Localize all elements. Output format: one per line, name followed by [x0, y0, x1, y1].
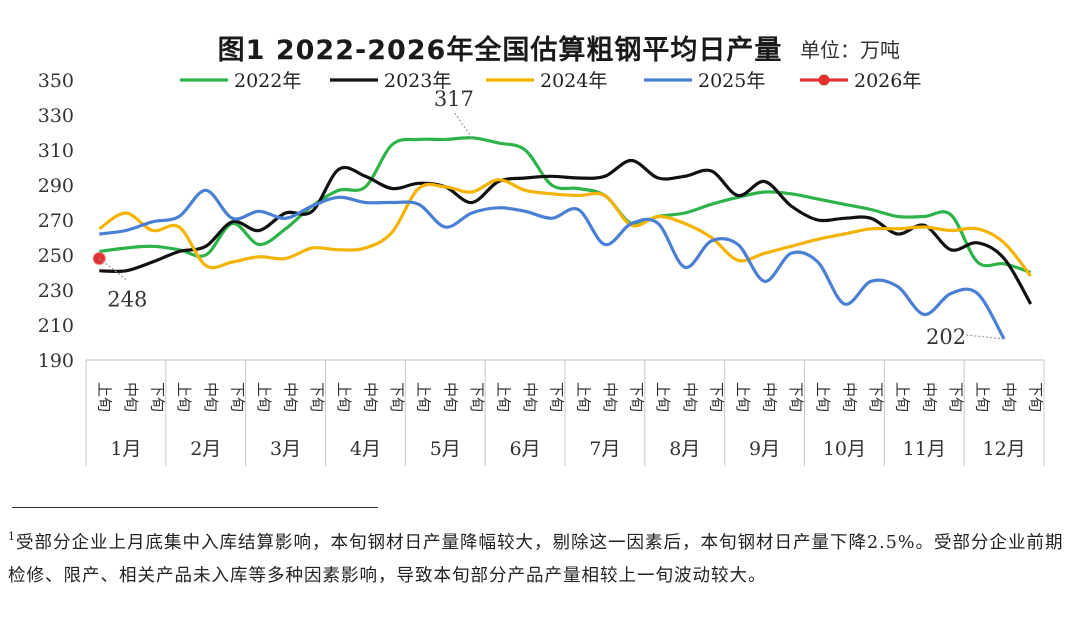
x-period-label: 上旬 [894, 382, 912, 412]
x-period-label: 上旬 [654, 382, 672, 412]
x-month-label: 1月 [110, 438, 141, 460]
y-tick-label: 350 [38, 70, 74, 92]
legend-label-2022年: 2022年 [234, 70, 301, 92]
x-period-label: 中旬 [761, 382, 779, 412]
x-period-label: 上旬 [255, 382, 273, 412]
x-period-label: 上旬 [734, 382, 752, 412]
x-period-label: 中旬 [122, 382, 140, 412]
y-tick-label: 330 [38, 105, 74, 127]
x-period-label: 中旬 [282, 382, 300, 412]
y-tick-label: 190 [38, 350, 74, 372]
footnote: 1受部分企业上月底集中入库结算影响，本旬钢材日产量降幅较大，剔除这一因素后，本旬… [8, 520, 1074, 593]
legend-label-2026年: 2026年 [854, 70, 921, 92]
x-period-label: 下旬 [628, 382, 646, 412]
x-period-label: 下旬 [548, 382, 566, 412]
annotation-leader [453, 111, 473, 139]
x-period-label: 中旬 [840, 382, 858, 412]
legend-label-2024年: 2024年 [540, 70, 607, 92]
legend: 2022年 2023年 2024年 2025年 2026年 [180, 70, 921, 92]
annotation-label: 202 [926, 325, 966, 349]
y-tick-label: 270 [38, 210, 74, 232]
x-period-label: 中旬 [920, 382, 938, 412]
annotation-label: 317 [434, 87, 474, 111]
x-month-label: 11月 [903, 438, 946, 460]
footnote-text: 受部分企业上月底集中入库结算影响，本旬钢材日产量降幅较大，剔除这一因素后，本旬钢… [8, 533, 1064, 586]
x-period-label: 上旬 [95, 382, 113, 412]
legend-label-2023年: 2023年 [384, 70, 451, 92]
x-period-label: 中旬 [441, 382, 459, 412]
x-period-label: 上旬 [973, 382, 991, 412]
series-line-2023年 [99, 158, 1033, 305]
line-chart: 190210230250270290310330350上旬 中旬 下旬1月上旬 中旬下… [38, 70, 1045, 466]
x-period-label: 下旬 [707, 382, 725, 412]
x-month-label: 3月 [270, 438, 301, 460]
x-period-label: 下旬 [947, 382, 965, 412]
x-month-label: 6月 [510, 438, 541, 460]
annotation-leader [98, 258, 128, 281]
x-period-label: 中旬 [601, 382, 619, 412]
series-line-2024年 [98, 178, 1032, 277]
footnote-marker: 1 [8, 530, 16, 543]
x-month-label: 12月 [982, 438, 1025, 460]
series-line-2025年 [99, 188, 1006, 340]
y-tick-label: 230 [38, 280, 74, 302]
x-month-label: 10月 [823, 438, 866, 460]
annotation-leader [966, 334, 1005, 340]
x-period-label: 中旬 [681, 382, 699, 412]
y-tick-label: 250 [38, 245, 74, 267]
x-period-label: 下旬 [388, 382, 406, 412]
x-period-label: 上旬 [574, 382, 592, 412]
legend-marker-2026年 [818, 74, 830, 86]
y-tick-label: 310 [38, 140, 74, 162]
x-period-label: 中旬 [202, 382, 220, 412]
x-period-label: 下旬 [787, 382, 805, 412]
x-month-label: 7月 [589, 438, 620, 460]
x-month-label: 8月 [669, 438, 700, 460]
x-period-label: 下旬 [308, 382, 326, 412]
unit-label: 单位：万吨 [800, 38, 900, 62]
footnote-divider [12, 507, 378, 508]
x-period-label: 下旬 [149, 382, 167, 412]
series-line-2022年 [99, 136, 1032, 275]
x-period-label: 中旬 [361, 382, 379, 412]
x-period-label: 上旬 [175, 382, 193, 412]
x-month-label: 5月 [430, 438, 461, 460]
x-month-label: 2月 [190, 438, 221, 460]
legend-label-2025年: 2025年 [698, 70, 765, 92]
x-period-label: 上旬 [814, 382, 832, 412]
x-month-label: 4月 [350, 438, 381, 460]
x-period-label: 下旬 [1027, 382, 1045, 412]
x-period-label: 中旬 [1000, 382, 1018, 412]
x-period-label: 中旬 [521, 382, 539, 412]
chart-title: 图1 2022-2026年全国估算粗钢平均日产量 [217, 35, 783, 66]
x-period-label: 下旬 [468, 382, 486, 412]
x-month-label: 9月 [749, 438, 780, 460]
x-period-label: 下旬 [867, 382, 885, 412]
x-period-label: 下旬 [228, 382, 246, 412]
x-period-label: 上旬 [494, 382, 512, 412]
y-tick-label: 210 [38, 315, 74, 337]
x-period-label: 上旬 [335, 382, 353, 412]
y-tick-label: 290 [38, 175, 74, 197]
x-period-label: 上旬 [415, 382, 433, 412]
annotation-label: 248 [107, 288, 147, 312]
